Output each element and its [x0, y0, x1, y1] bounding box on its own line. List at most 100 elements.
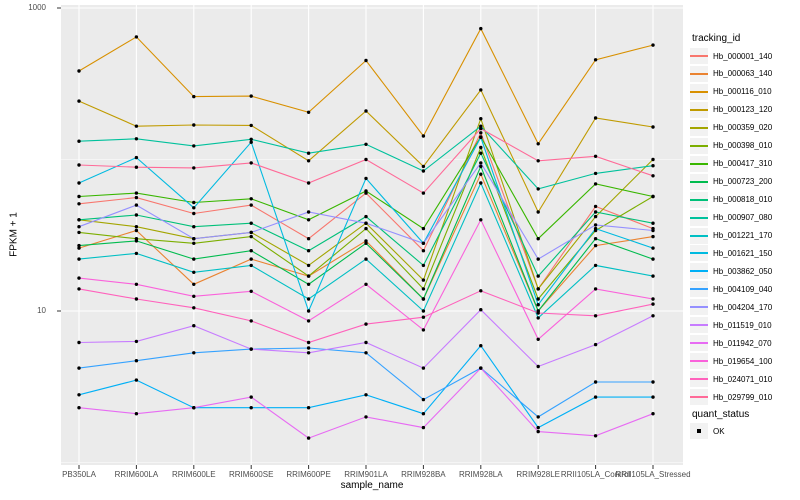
data-point: [421, 263, 426, 268]
legend-key: [690, 335, 708, 352]
data-point: [479, 131, 483, 135]
legend-key-line: [690, 180, 708, 183]
data-point: [306, 319, 311, 323]
data-point: [249, 203, 253, 207]
x-tick-label: RRIM600LE: [172, 470, 216, 479]
data-point: [651, 412, 655, 416]
data-point: [421, 241, 426, 245]
data-point: [536, 187, 540, 191]
data-point: [249, 230, 253, 235]
data-point: [536, 316, 540, 320]
data-point: [479, 181, 483, 185]
legend-key: [690, 209, 708, 226]
legend-key: [690, 155, 708, 172]
data-point: [479, 218, 483, 222]
legend-item: Hb_000398_010: [690, 137, 772, 155]
data-point: [249, 161, 253, 165]
data-point: [306, 274, 311, 278]
data-point: [536, 364, 540, 369]
legend-item: Hb_024071_010: [690, 370, 772, 388]
data-point: [536, 274, 540, 278]
legend-item-label: Hb_000723_200: [713, 177, 773, 187]
data-point: [192, 166, 196, 170]
data-point: [77, 139, 81, 143]
data-point: [306, 237, 311, 241]
data-point: [306, 351, 311, 355]
legend-key-line: [690, 108, 708, 111]
data-point: [306, 282, 311, 286]
data-point: [306, 297, 311, 301]
data-point: [77, 69, 81, 73]
data-point: [421, 134, 426, 138]
data-point: [306, 210, 311, 214]
legend-key-line: [690, 288, 708, 291]
data-point: [306, 263, 311, 268]
data-point: [651, 297, 655, 301]
legend-key: [690, 317, 708, 334]
data-point: [192, 294, 196, 298]
data-point: [134, 225, 139, 229]
data-point: [536, 303, 540, 307]
legend-item-label: Hb_000123_120: [713, 105, 773, 115]
legend-key-line: [690, 396, 708, 399]
legend-item: Hb_000907_080: [690, 209, 772, 227]
x-tick-label: PB350LA: [62, 470, 96, 479]
y-tick-label-1000: 1000: [28, 3, 46, 12]
data-point: [192, 241, 196, 245]
data-point: [593, 263, 598, 268]
data-point: [77, 230, 81, 235]
data-point: [593, 380, 598, 384]
data-point: [77, 181, 81, 185]
tracking-id-legend-title: tracking_id: [692, 33, 741, 44]
legend-key-line: [690, 198, 708, 201]
data-point: [364, 157, 368, 162]
data-point: [593, 237, 598, 241]
data-point: [306, 340, 311, 345]
data-point: [479, 161, 483, 165]
data-point: [364, 239, 368, 243]
data-point: [479, 26, 483, 31]
data-point: [651, 234, 655, 239]
data-point: [479, 135, 483, 140]
legend-key-line: [690, 144, 708, 147]
data-point: [77, 194, 81, 199]
data-point: [364, 226, 368, 231]
data-point: [421, 287, 426, 291]
legend-key: [690, 83, 708, 100]
data-point: [77, 99, 81, 103]
data-point: [651, 302, 655, 306]
data-point: [134, 282, 139, 286]
legend-key: [690, 119, 708, 136]
data-point: [593, 204, 598, 209]
data-point: [593, 314, 598, 318]
data-point: [364, 176, 368, 181]
legend-key: [690, 48, 708, 64]
data-point: [77, 246, 81, 250]
legend-key: [690, 227, 708, 244]
data-point: [536, 210, 540, 214]
data-point: [536, 159, 540, 163]
x-tick-label: RRII105LA_Stressed: [615, 470, 690, 479]
data-point: [421, 412, 426, 416]
data-point: [421, 328, 426, 332]
data-point: [77, 243, 81, 248]
data-point: [364, 58, 368, 63]
data-point: [77, 366, 81, 370]
data-point: [364, 142, 368, 146]
data-point: [77, 257, 81, 261]
data-point: [421, 397, 426, 402]
data-point: [479, 164, 483, 169]
data-point: [421, 278, 426, 282]
data-point: [249, 257, 253, 261]
legend-key-line: [690, 216, 708, 219]
legend-item: Hb_001221_170: [690, 227, 772, 245]
data-point: [536, 297, 540, 301]
data-point: [593, 287, 598, 291]
data-point: [536, 237, 540, 241]
legend-key-line: [690, 90, 708, 93]
legend-item-label: Hb_000818_010: [713, 195, 773, 205]
data-point: [306, 159, 311, 163]
data-point: [77, 340, 81, 345]
legend-item-label: Hb_000417_310: [713, 159, 773, 169]
data-point: [364, 257, 368, 261]
